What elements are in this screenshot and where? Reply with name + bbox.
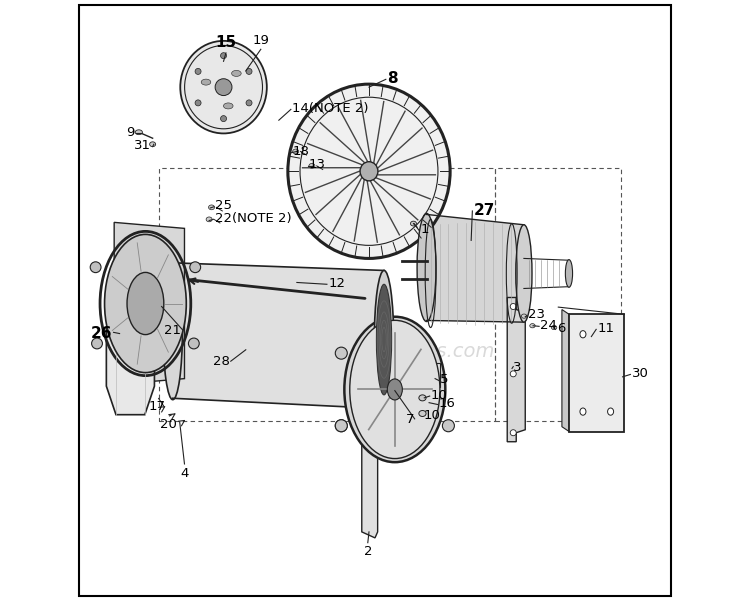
Polygon shape [106, 300, 154, 415]
Polygon shape [562, 310, 569, 432]
Text: 17: 17 [149, 400, 166, 413]
Text: 4: 4 [180, 467, 189, 480]
Ellipse shape [135, 130, 142, 135]
Text: 26: 26 [91, 326, 112, 341]
Polygon shape [362, 433, 378, 538]
Ellipse shape [350, 320, 440, 459]
Ellipse shape [566, 260, 572, 287]
Text: 14(NOTE 2): 14(NOTE 2) [292, 102, 368, 115]
Ellipse shape [530, 323, 536, 328]
Ellipse shape [188, 338, 200, 349]
Text: 21: 21 [164, 324, 182, 337]
Text: 23: 23 [528, 308, 545, 322]
Ellipse shape [180, 41, 267, 133]
Polygon shape [172, 263, 384, 409]
Text: 10: 10 [423, 409, 440, 423]
Text: 5: 5 [440, 373, 448, 386]
Text: 13: 13 [309, 158, 326, 171]
Polygon shape [427, 215, 524, 322]
Ellipse shape [335, 419, 347, 432]
Ellipse shape [104, 234, 186, 373]
Ellipse shape [206, 217, 212, 222]
Ellipse shape [374, 270, 394, 409]
Ellipse shape [419, 410, 426, 416]
FancyBboxPatch shape [429, 363, 440, 387]
Ellipse shape [220, 53, 226, 59]
Ellipse shape [190, 262, 201, 273]
Ellipse shape [90, 262, 101, 273]
Ellipse shape [387, 379, 402, 400]
Ellipse shape [309, 163, 315, 168]
Ellipse shape [608, 408, 613, 415]
Ellipse shape [442, 419, 454, 432]
Text: 10: 10 [431, 389, 448, 402]
Text: 2: 2 [364, 545, 372, 558]
Ellipse shape [580, 408, 586, 415]
Ellipse shape [288, 84, 450, 258]
Text: eReplacementParts.com: eReplacementParts.com [256, 342, 494, 361]
Ellipse shape [163, 261, 182, 400]
Ellipse shape [209, 205, 214, 210]
Ellipse shape [510, 371, 516, 377]
Text: 9: 9 [126, 126, 134, 139]
Ellipse shape [510, 304, 516, 310]
Ellipse shape [127, 272, 164, 335]
Ellipse shape [201, 79, 211, 85]
Text: 15: 15 [215, 35, 236, 50]
Ellipse shape [335, 419, 347, 432]
Text: 30: 30 [632, 367, 649, 380]
Text: 16: 16 [439, 397, 455, 410]
Ellipse shape [521, 314, 526, 319]
Text: 19: 19 [252, 34, 269, 47]
Text: 20: 20 [160, 418, 177, 431]
Polygon shape [507, 297, 525, 442]
Ellipse shape [580, 331, 586, 338]
Ellipse shape [232, 70, 242, 76]
Ellipse shape [417, 213, 436, 322]
Ellipse shape [551, 326, 556, 329]
Text: 18: 18 [292, 145, 310, 158]
Text: 22(NOTE 2): 22(NOTE 2) [214, 212, 291, 225]
Polygon shape [114, 222, 184, 385]
Ellipse shape [149, 142, 156, 147]
Ellipse shape [92, 338, 103, 349]
Ellipse shape [246, 69, 252, 75]
Ellipse shape [360, 162, 378, 181]
Text: 12: 12 [328, 277, 345, 290]
Ellipse shape [195, 69, 201, 75]
Text: 24: 24 [540, 319, 557, 332]
Ellipse shape [195, 100, 201, 106]
Ellipse shape [410, 221, 416, 226]
Ellipse shape [419, 395, 426, 401]
Ellipse shape [292, 149, 298, 154]
Ellipse shape [376, 284, 392, 395]
Text: 1: 1 [420, 223, 428, 236]
Ellipse shape [215, 79, 232, 96]
Ellipse shape [510, 430, 516, 436]
Text: 31: 31 [134, 139, 152, 152]
Text: 8: 8 [387, 71, 398, 85]
Ellipse shape [246, 100, 252, 106]
Ellipse shape [344, 317, 446, 462]
Text: 25: 25 [214, 199, 232, 212]
Text: 27: 27 [474, 203, 496, 218]
Text: 3: 3 [513, 361, 522, 374]
Text: 11: 11 [597, 322, 614, 335]
Ellipse shape [224, 103, 233, 109]
Ellipse shape [516, 225, 532, 322]
Ellipse shape [220, 115, 226, 121]
Ellipse shape [335, 347, 347, 359]
Text: 6: 6 [557, 322, 566, 335]
Text: 28: 28 [213, 355, 230, 368]
Text: 7: 7 [406, 413, 414, 426]
Polygon shape [569, 314, 625, 432]
